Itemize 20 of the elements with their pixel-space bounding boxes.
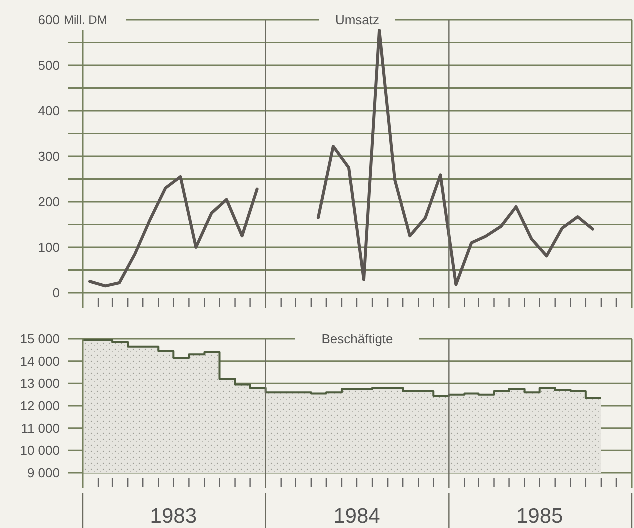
y-tick-label: 10 000 [20, 443, 60, 458]
y-tick-label: 14 000 [20, 354, 60, 369]
x-tick-label: 1983 [150, 505, 198, 528]
chart-title: Umsatz [335, 12, 380, 28]
y-tick-label: 300 [38, 149, 60, 164]
chart-title: Beschäftigte [322, 332, 394, 347]
y-tick-label: 12 000 [20, 398, 60, 414]
x-tick-label: 1984 [334, 505, 381, 528]
y-tick-label: 9 000 [27, 466, 60, 481]
x-tick-label: 1985 [516, 505, 564, 528]
y-tick-label: 0 [52, 286, 60, 301]
y-axis-title: Mill. DM [64, 13, 108, 28]
y-tick-label: 500 [38, 58, 60, 74]
y-tick-label: 11 000 [21, 420, 60, 436]
y-tick-label: 200 [38, 194, 60, 210]
y-tick-label: 13 000 [20, 376, 60, 392]
y-tick-label: 100 [38, 240, 60, 256]
y-tick-label: 400 [38, 104, 60, 119]
y-tick-label: 15 000 [20, 332, 60, 347]
y-tick-label: 600 [38, 12, 60, 28]
